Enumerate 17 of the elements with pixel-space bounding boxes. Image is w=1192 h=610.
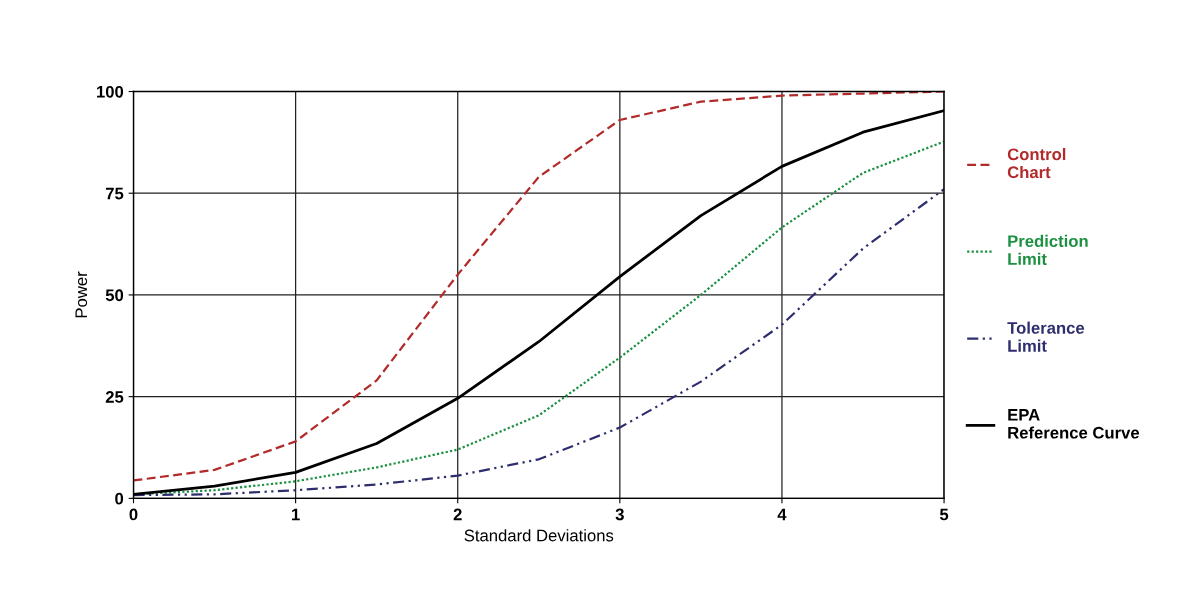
legend-label: Control Chart bbox=[1007, 147, 1066, 179]
legend-label: Tolerance Limit bbox=[1007, 321, 1085, 352]
x-tick-label: 0 bbox=[129, 508, 138, 521]
y-tick-label: 100 bbox=[97, 85, 124, 98]
x-axis-title: Standard Deviations bbox=[464, 529, 614, 542]
x-tick-label: 2 bbox=[453, 508, 462, 521]
x-tick-label: 4 bbox=[777, 508, 787, 521]
x-tick-label: 3 bbox=[615, 508, 624, 521]
x-tick-label: 5 bbox=[939, 508, 949, 521]
y-tick-label: 50 bbox=[105, 289, 124, 302]
x-tick-label: 1 bbox=[292, 508, 300, 521]
y-tick-label: 0 bbox=[115, 492, 124, 505]
legend-label: EPA Reference Curve bbox=[1008, 409, 1140, 439]
y-tick-label: 75 bbox=[105, 187, 124, 200]
legend-label: Prediction Limit bbox=[1008, 234, 1088, 265]
y-tick-label: 25 bbox=[105, 391, 124, 403]
y-axis-title: Power bbox=[75, 271, 88, 318]
